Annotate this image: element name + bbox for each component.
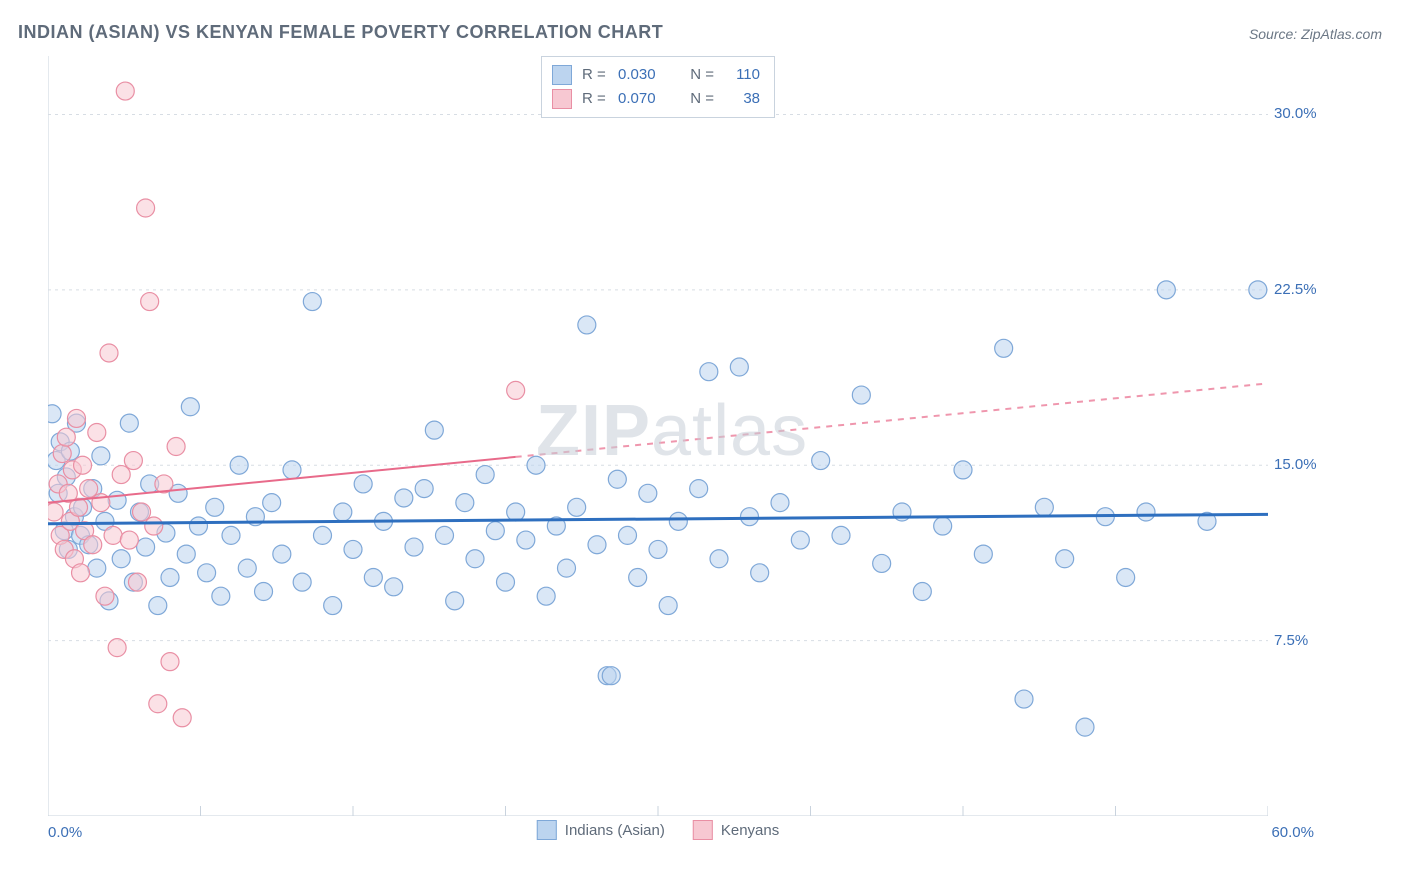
y-tick-label: 30.0%: [1274, 105, 1354, 122]
r-value-kenyans: 0.070: [618, 87, 678, 111]
plot-area: R = 0.030 N = 110 R = 0.070 N = 38 ZIPat…: [48, 56, 1268, 816]
chart-title: INDIAN (ASIAN) VS KENYAN FEMALE POVERTY …: [18, 22, 663, 43]
legend-label-indians: Indians (Asian): [565, 822, 665, 839]
source-value: ZipAtlas.com: [1301, 26, 1382, 42]
r-label: R =: [582, 87, 608, 111]
n-label: N =: [688, 87, 714, 111]
r-label: R =: [582, 63, 608, 87]
y-tick-label: 22.5%: [1274, 281, 1354, 298]
legend-row-kenyans: R = 0.070 N = 38: [552, 87, 760, 111]
series-legend: Indians (Asian) Kenyans: [537, 820, 779, 840]
legend-row-indians: R = 0.030 N = 110: [552, 63, 760, 87]
x-min-label: 0.0%: [48, 824, 82, 841]
scatter-chart: [48, 56, 1268, 816]
correlation-legend: R = 0.030 N = 110 R = 0.070 N = 38: [541, 56, 775, 118]
n-value-indians: 110: [724, 63, 760, 87]
source-label: Source:: [1249, 26, 1297, 42]
y-tick-label: 7.5%: [1274, 632, 1354, 649]
swatch-kenyans: [552, 89, 572, 109]
x-max-label: 60.0%: [1271, 824, 1314, 841]
legend-label-kenyans: Kenyans: [721, 822, 779, 839]
swatch-indians: [537, 820, 557, 840]
r-value-indians: 0.030: [618, 63, 678, 87]
legend-item-indians: Indians (Asian): [537, 820, 665, 840]
swatch-indians: [552, 65, 572, 85]
n-label: N =: [688, 63, 714, 87]
swatch-kenyans: [693, 820, 713, 840]
source-attribution: Source: ZipAtlas.com: [1249, 26, 1382, 42]
legend-item-kenyans: Kenyans: [693, 820, 779, 840]
n-value-kenyans: 38: [724, 87, 760, 111]
y-tick-label: 15.0%: [1274, 456, 1354, 473]
